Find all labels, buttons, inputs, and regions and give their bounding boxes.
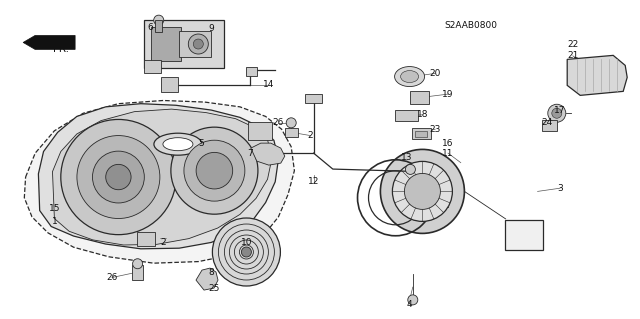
Text: 8: 8	[209, 268, 214, 277]
Text: 24: 24	[541, 118, 553, 127]
Text: 20: 20	[429, 69, 441, 78]
FancyBboxPatch shape	[156, 20, 162, 33]
Text: 11: 11	[442, 149, 454, 158]
Text: 12: 12	[308, 177, 319, 186]
Text: 16: 16	[442, 139, 454, 148]
Circle shape	[408, 295, 418, 305]
Text: S2AAB0800: S2AAB0800	[444, 21, 497, 30]
Ellipse shape	[395, 67, 424, 86]
Text: 6: 6	[148, 23, 153, 32]
Text: 3: 3	[557, 184, 563, 193]
Circle shape	[154, 15, 164, 25]
Circle shape	[61, 119, 176, 235]
Circle shape	[77, 136, 160, 219]
Circle shape	[188, 34, 209, 54]
Polygon shape	[196, 268, 218, 290]
FancyBboxPatch shape	[285, 128, 298, 137]
FancyBboxPatch shape	[145, 20, 225, 68]
Text: 2: 2	[161, 238, 166, 247]
Circle shape	[132, 259, 143, 269]
Circle shape	[392, 161, 452, 221]
Text: 4: 4	[407, 300, 412, 309]
Circle shape	[193, 39, 204, 49]
Text: 13: 13	[401, 153, 412, 162]
Text: 17: 17	[554, 106, 566, 115]
Text: 2: 2	[308, 131, 313, 140]
Circle shape	[196, 152, 233, 189]
Text: 1: 1	[52, 217, 57, 226]
Circle shape	[171, 127, 258, 214]
Text: 23: 23	[429, 125, 441, 134]
Ellipse shape	[401, 70, 419, 83]
Text: 25: 25	[209, 284, 220, 293]
Circle shape	[286, 118, 296, 128]
FancyBboxPatch shape	[541, 120, 557, 131]
FancyBboxPatch shape	[246, 68, 257, 76]
Text: 9: 9	[209, 24, 214, 33]
FancyBboxPatch shape	[395, 110, 418, 121]
Circle shape	[380, 149, 465, 234]
Circle shape	[184, 140, 245, 201]
FancyBboxPatch shape	[144, 60, 161, 73]
FancyBboxPatch shape	[410, 91, 429, 104]
FancyBboxPatch shape	[305, 94, 322, 103]
Text: —: —	[160, 236, 167, 241]
FancyBboxPatch shape	[132, 265, 143, 280]
Polygon shape	[38, 104, 278, 249]
Circle shape	[106, 164, 131, 190]
FancyBboxPatch shape	[161, 77, 178, 93]
FancyBboxPatch shape	[504, 220, 543, 250]
Ellipse shape	[163, 138, 193, 151]
Text: 26: 26	[273, 118, 284, 127]
Text: 5: 5	[199, 139, 204, 148]
Polygon shape	[251, 143, 285, 165]
Circle shape	[212, 218, 280, 286]
Polygon shape	[52, 109, 272, 245]
Circle shape	[405, 164, 415, 174]
Text: 10: 10	[241, 238, 252, 247]
Circle shape	[93, 151, 145, 203]
Text: 26: 26	[106, 273, 118, 282]
FancyBboxPatch shape	[151, 27, 181, 61]
Polygon shape	[24, 100, 294, 263]
Text: 19: 19	[442, 90, 454, 99]
Circle shape	[241, 247, 252, 257]
FancyBboxPatch shape	[412, 129, 431, 139]
Circle shape	[404, 174, 440, 209]
Polygon shape	[23, 35, 75, 49]
Text: 22: 22	[567, 40, 579, 49]
Ellipse shape	[154, 133, 202, 155]
FancyBboxPatch shape	[179, 31, 211, 57]
FancyBboxPatch shape	[137, 232, 155, 246]
Polygon shape	[567, 56, 627, 95]
Text: 14: 14	[263, 80, 275, 89]
Text: FR.: FR.	[52, 44, 69, 55]
Text: 18: 18	[417, 110, 428, 119]
Text: 15: 15	[49, 204, 60, 213]
Circle shape	[548, 104, 566, 122]
FancyBboxPatch shape	[415, 131, 428, 137]
Text: 7: 7	[247, 149, 252, 158]
FancyBboxPatch shape	[248, 122, 272, 140]
Text: 21: 21	[567, 51, 579, 60]
Circle shape	[552, 108, 562, 118]
